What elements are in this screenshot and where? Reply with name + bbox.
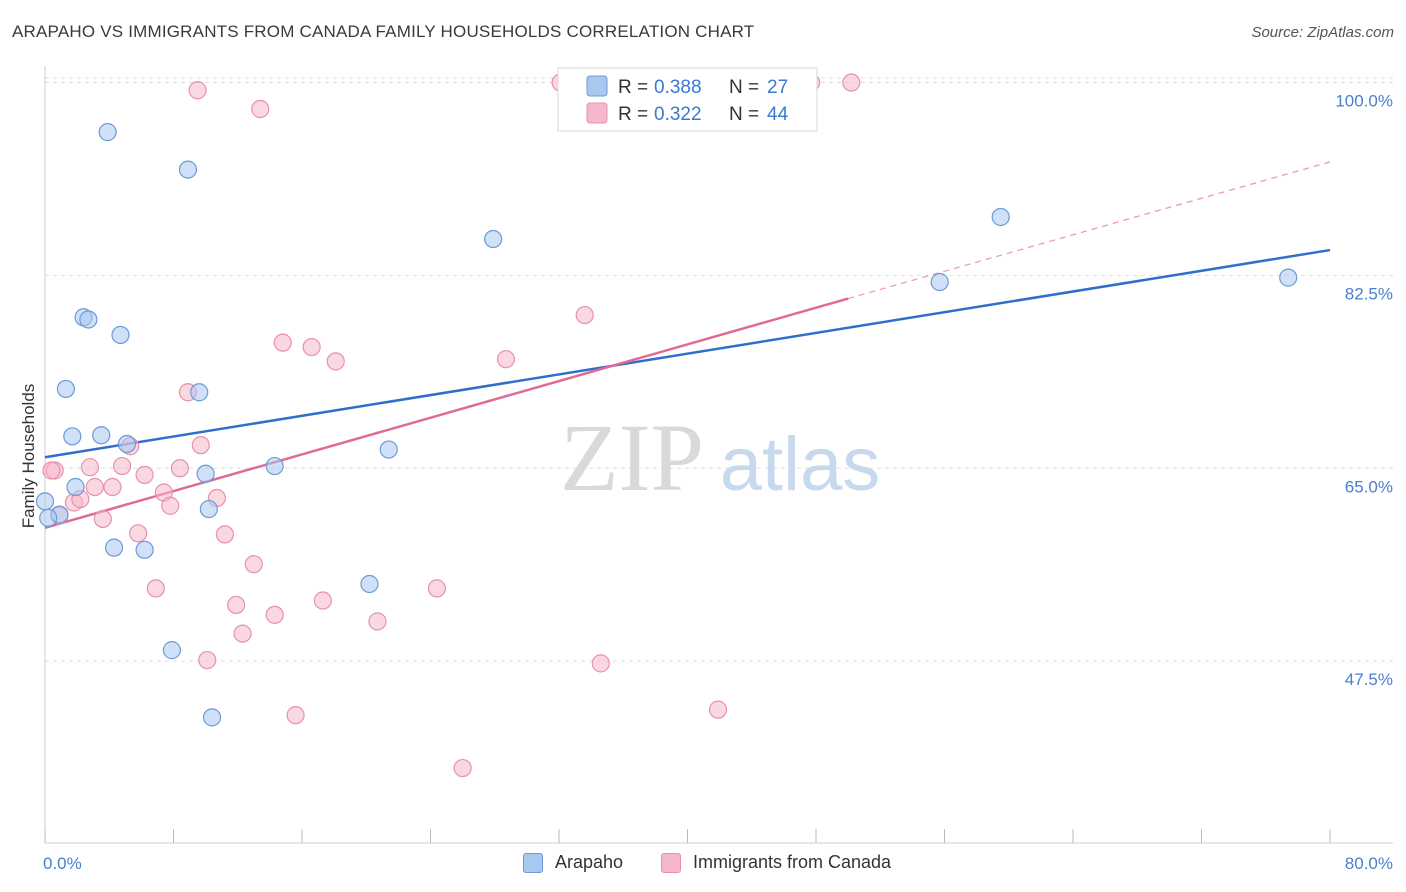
point-canada (188, 81, 207, 100)
point-arapaho (202, 708, 222, 727)
legend-n-label-arapaho: N = (729, 77, 759, 98)
axes-layer: 47.5% 65.0% 82.5% 100.0% 0.0% 80.0% (43, 66, 1393, 873)
legend-bottom-swatch-arapaho (523, 852, 543, 873)
legend-bottom-item-arapaho[interactable]: Arapaho (523, 852, 623, 873)
point-arapaho (1279, 268, 1298, 287)
point-canada (215, 525, 234, 544)
point-arapaho (930, 272, 949, 292)
trend-line-arapaho (44, 248, 1331, 459)
point-canada (591, 654, 610, 673)
y-tick-label: 47.5% (1345, 670, 1393, 689)
point-arapaho (104, 538, 124, 557)
point-arapaho (63, 427, 82, 446)
y-tick-label: 82.5% (1345, 284, 1393, 303)
point-canada (227, 595, 246, 615)
legend-swatch-canada (586, 102, 608, 124)
point-canada (198, 650, 217, 670)
source-label: Source: ZipAtlas.com (1251, 24, 1394, 41)
point-canada (112, 456, 132, 476)
trend-line-canada-extension (847, 161, 1331, 300)
grid-layer (45, 77, 1393, 662)
point-canada (286, 706, 305, 725)
legend-n-label-canada: N = (729, 104, 759, 125)
point-arapaho (265, 456, 284, 476)
point-arapaho (39, 508, 58, 527)
point-arapaho (111, 325, 130, 345)
point-canada (103, 477, 122, 497)
legend-n-value-canada: 44 (767, 104, 789, 125)
point-arapaho (135, 540, 154, 559)
point-canada (251, 99, 270, 119)
point-arapaho (199, 499, 218, 519)
point-arapaho (991, 207, 1010, 227)
point-arapaho (117, 434, 137, 454)
point-arapaho (190, 383, 209, 402)
legend-n-value-arapaho: 27 (767, 77, 788, 98)
point-canada (244, 555, 263, 574)
point-canada (708, 700, 728, 719)
legend-top: R = 0.388 N = 27 R = 0.322 N = 44 (557, 67, 818, 132)
point-canada (368, 612, 387, 631)
point-canada (170, 459, 190, 478)
legend-bottom-label-canada: Immigrants from Canada (693, 852, 892, 872)
y-tick-label: 65.0% (1345, 477, 1393, 496)
point-arapaho (56, 379, 75, 399)
point-canada (496, 350, 516, 369)
point-canada (42, 461, 61, 480)
legend-bottom-swatch-canada (661, 852, 681, 873)
legend-r-value-canada: 0.322 (654, 104, 702, 125)
point-arapaho (66, 477, 85, 497)
legend-r-label-arapaho: R = (618, 77, 648, 98)
point-canada (302, 337, 321, 357)
point-arapaho (196, 464, 215, 483)
point-canada (135, 465, 154, 484)
trend-layer (44, 161, 1331, 529)
point-canada (129, 524, 148, 543)
point-arapaho (379, 440, 398, 459)
point-canada (453, 758, 472, 778)
point-canada (575, 305, 594, 325)
trend-line-canada (44, 297, 849, 529)
legend-r-label-canada: R = (618, 104, 648, 125)
point-arapaho (360, 574, 379, 594)
legend-bottom-label-arapaho: Arapaho (555, 852, 624, 872)
point-canada (313, 591, 332, 610)
point-arapaho (484, 229, 503, 249)
point-arapaho (92, 426, 111, 445)
legend-bottom-item-canada[interactable]: Immigrants from Canada (661, 852, 891, 873)
y-tick-label: 100.0% (1335, 92, 1393, 111)
point-canada (265, 605, 284, 624)
point-arapaho (178, 160, 198, 179)
point-canada (146, 579, 165, 598)
point-canada (427, 579, 447, 598)
point-canada (80, 458, 100, 477)
point-arapaho (35, 492, 55, 511)
point-canada (85, 477, 104, 497)
watermark: ZIP atlas (560, 404, 880, 511)
legend-bottom: Arapaho Immigrants from Canada (0, 852, 1406, 878)
point-canada (273, 333, 292, 352)
x-tick-label-max: 80.0% (1345, 854, 1393, 873)
point-arapaho (98, 123, 117, 142)
point-arapaho (79, 310, 98, 329)
watermark-atlas: atlas (720, 422, 881, 507)
watermark-zip: ZIP (560, 404, 704, 511)
x-tick-label-min: 0.0% (43, 854, 82, 873)
point-canada (191, 436, 210, 455)
point-canada (93, 509, 112, 529)
point-arapaho (162, 641, 181, 660)
point-canada (233, 624, 252, 643)
point-canada (161, 496, 180, 515)
chart-title: ARAPAHO VS IMMIGRANTS FROM CANADA FAMILY… (12, 22, 755, 41)
legend-r-value-arapaho: 0.388 (654, 77, 702, 98)
point-canada (842, 73, 861, 92)
point-canada (326, 352, 345, 371)
legend-swatch-arapaho (586, 75, 608, 97)
y-axis-label: Family Households (19, 384, 38, 529)
